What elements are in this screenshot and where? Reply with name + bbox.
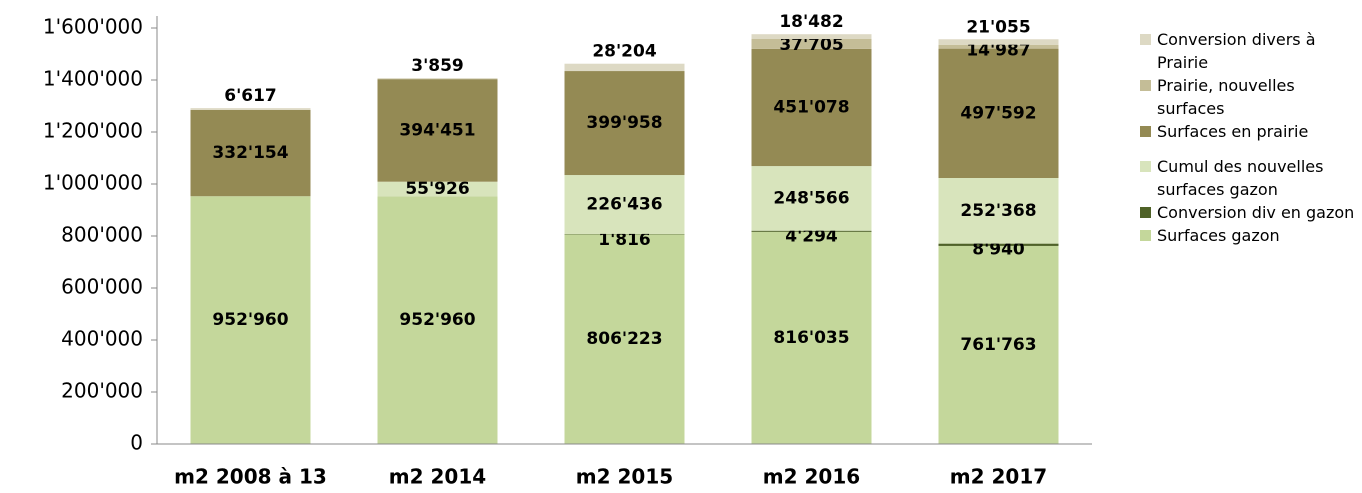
data-label: 226'436 — [586, 194, 662, 214]
legend-swatch — [1140, 230, 1151, 241]
data-label: 37'705 — [779, 35, 843, 55]
legend-swatch — [1140, 34, 1151, 45]
legend-label: Conversion div en gazon — [1157, 203, 1355, 222]
legend-item: Surfaces gazon — [1140, 224, 1355, 247]
bar-segment — [751, 34, 872, 40]
data-label: 252'368 — [960, 201, 1036, 221]
data-label: 3'859 — [411, 56, 464, 76]
legend-swatch — [1140, 161, 1151, 172]
data-label: 952'960 — [212, 310, 288, 330]
data-label: 28'204 — [592, 42, 657, 62]
y-tick-label: 1'400'000 — [43, 67, 143, 91]
bar-segment — [751, 231, 872, 444]
legend-item: Prairie, nouvelles surfaces — [1140, 74, 1355, 120]
bar-segment — [377, 196, 498, 444]
bar-segment — [377, 79, 498, 182]
bar-segment — [751, 48, 872, 167]
bar-segment — [377, 78, 498, 80]
y-tick-label: 1'200'000 — [43, 119, 143, 143]
data-label: 332'154 — [212, 143, 288, 163]
y-tick-label: 1'600'000 — [43, 15, 143, 39]
legend-item: Conversion divers à Prairie — [1140, 28, 1355, 74]
y-tick-label: 400'000 — [61, 327, 143, 351]
bar-segment — [190, 108, 311, 110]
legend-item: Surfaces en prairie — [1140, 120, 1355, 143]
y-tick-label: 1'000'000 — [43, 171, 143, 195]
data-label: 451'078 — [773, 97, 849, 117]
bar-segment — [190, 109, 311, 197]
data-label: 6'617 — [224, 86, 277, 106]
bar-segment — [938, 48, 1059, 179]
x-tick-label: m2 2016 — [763, 465, 860, 489]
legend-item: Cumul des nouvelles surfaces gazon — [1140, 155, 1355, 201]
legend-item: Conversion div en gazon — [1140, 201, 1355, 224]
legend: Conversion divers à Prairie Prairie, nouv… — [1140, 28, 1355, 247]
data-label: 952'960 — [399, 310, 475, 330]
x-tick-label: m2 2008 à 13 — [174, 465, 327, 489]
data-label: 8'940 — [972, 240, 1025, 260]
data-label: 4'294 — [785, 227, 838, 247]
bar-segment — [751, 230, 872, 232]
data-label: 761'763 — [960, 335, 1036, 355]
bar-segment — [564, 234, 685, 444]
data-label: 399'958 — [586, 113, 662, 133]
data-label: 816'035 — [773, 328, 849, 348]
bar-segment — [564, 63, 685, 72]
bar-segment — [564, 175, 685, 234]
legend-label: Cumul des nouvelles surfaces gazon — [1157, 157, 1324, 199]
data-label: 18'482 — [779, 12, 843, 32]
y-tick-label: 800'000 — [61, 223, 143, 247]
bar-segment — [190, 196, 311, 444]
data-label: 1'816 — [598, 230, 651, 250]
data-label: 394'451 — [399, 120, 475, 140]
bar-segment — [938, 245, 1059, 444]
bar-segment — [751, 166, 872, 231]
data-label: 14'987 — [966, 41, 1030, 61]
x-tick-label: m2 2014 — [389, 465, 486, 489]
y-tick-label: 600'000 — [61, 275, 143, 299]
bar-segment — [938, 39, 1059, 45]
legend-label: Conversion divers à Prairie — [1157, 30, 1316, 72]
legend-label: Prairie, nouvelles surfaces — [1157, 76, 1295, 118]
bar-segment — [938, 243, 1059, 246]
bar-segment — [938, 178, 1059, 244]
bar-segment — [751, 39, 872, 49]
bar-segment — [377, 181, 498, 197]
legend-swatch — [1140, 207, 1151, 218]
legend-label: Surfaces en prairie — [1157, 122, 1309, 141]
data-label: 806'223 — [586, 329, 662, 349]
data-label: 21'055 — [966, 17, 1030, 37]
data-label: 248'566 — [773, 188, 849, 208]
legend-label: Surfaces gazon — [1157, 226, 1280, 245]
x-tick-label: m2 2017 — [950, 465, 1047, 489]
legend-swatch — [1140, 126, 1151, 137]
bar-segment — [938, 44, 1059, 49]
y-tick-label: 200'000 — [61, 379, 143, 403]
y-tick-label: 0 — [130, 431, 143, 455]
x-tick-label: m2 2015 — [576, 465, 673, 489]
bar-segment — [564, 71, 685, 176]
data-label: 497'592 — [960, 103, 1036, 123]
data-label: 55'926 — [405, 179, 469, 199]
legend-swatch — [1140, 80, 1151, 91]
